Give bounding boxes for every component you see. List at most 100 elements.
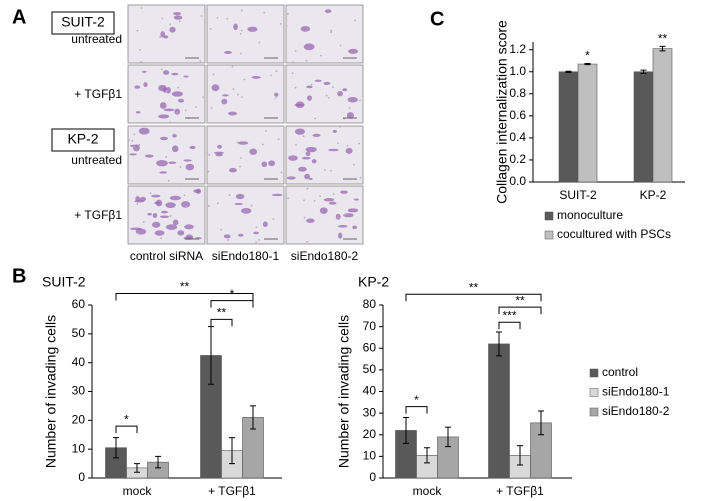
pore	[255, 226, 258, 228]
pore	[272, 218, 275, 220]
pore	[353, 163, 355, 166]
pore	[348, 107, 351, 110]
pore	[346, 144, 349, 147]
cell	[332, 129, 337, 133]
cell	[168, 161, 177, 164]
cell	[235, 193, 245, 200]
cell	[156, 160, 168, 167]
significance: *	[230, 287, 235, 301]
x-tick-label: KP-2	[640, 188, 667, 202]
cell	[171, 72, 179, 76]
pore	[207, 170, 210, 173]
cell	[173, 15, 183, 20]
pore	[228, 194, 231, 196]
cell	[165, 224, 178, 230]
pore	[258, 41, 261, 44]
pore	[305, 59, 308, 62]
y-tick-label: 10	[363, 449, 377, 463]
x-tick-label: + TGFβ1	[208, 484, 256, 498]
pore	[136, 195, 138, 198]
cell	[185, 163, 195, 171]
error-bar	[538, 410, 544, 436]
cell	[217, 144, 222, 149]
y-axis-label: Collagen internalization score	[494, 20, 510, 204]
cell	[135, 228, 147, 235]
pore	[160, 237, 163, 240]
cell	[306, 85, 313, 89]
pore	[359, 99, 361, 102]
cell	[183, 159, 192, 162]
legend-swatch	[589, 407, 599, 417]
pore	[149, 192, 152, 195]
cell	[233, 23, 238, 31]
pore	[136, 29, 139, 32]
significance-bracket	[405, 293, 542, 302]
y-tick-label: 30	[72, 384, 86, 398]
cell	[347, 96, 358, 103]
cell	[159, 102, 167, 109]
pore	[178, 185, 181, 188]
cell	[185, 234, 193, 240]
cell	[159, 171, 167, 174]
error-bar	[250, 405, 256, 430]
pore	[236, 141, 239, 144]
micrograph	[127, 64, 206, 124]
group-box	[51, 128, 115, 152]
cell	[173, 12, 182, 16]
bar	[488, 343, 510, 479]
cell	[338, 232, 343, 239]
pore	[206, 151, 208, 154]
micrograph	[127, 185, 206, 245]
micrograph	[127, 4, 206, 64]
cell	[158, 84, 167, 92]
pore	[185, 205, 188, 208]
error-bar	[155, 455, 161, 469]
cell	[305, 146, 317, 153]
pore	[306, 240, 308, 243]
cell	[305, 151, 311, 156]
cell	[261, 161, 268, 168]
cell	[171, 91, 183, 97]
pore	[138, 144, 141, 146]
significance-bracket	[498, 306, 542, 315]
cell	[222, 94, 229, 97]
pore	[165, 155, 168, 158]
y-tick-label: 0.6	[509, 108, 526, 122]
cell	[162, 70, 170, 75]
y-tick-label: 1.2	[509, 42, 526, 56]
pore	[240, 9, 243, 12]
pore	[279, 22, 282, 25]
pore	[277, 138, 280, 141]
y-tick-label: 60	[72, 297, 86, 311]
cell	[228, 111, 237, 116]
pore	[291, 61, 294, 64]
legend-label: monoculture	[557, 208, 623, 222]
bar	[558, 71, 579, 183]
cell	[177, 98, 185, 103]
y-tick-label: 40	[72, 355, 86, 369]
error-bar	[229, 437, 235, 465]
pore	[339, 44, 342, 47]
pore	[310, 83, 313, 86]
cell	[251, 75, 261, 79]
pore	[136, 143, 139, 146]
cell	[300, 26, 311, 32]
pore	[320, 54, 323, 57]
significance: **	[515, 293, 525, 307]
cell	[129, 153, 137, 156]
group-label: SUIT-2	[61, 14, 105, 30]
pore	[208, 153, 211, 156]
cell	[328, 201, 337, 205]
pore	[327, 96, 330, 99]
y-tick-label: 20	[363, 427, 377, 441]
cell	[221, 98, 228, 105]
pore	[137, 232, 140, 235]
cell	[308, 177, 313, 180]
pore	[159, 36, 162, 38]
pore	[177, 86, 180, 89]
cell	[147, 212, 152, 216]
cell	[196, 188, 201, 194]
significance: **	[180, 280, 190, 294]
cell	[240, 207, 252, 214]
significance-bracket	[115, 292, 254, 301]
